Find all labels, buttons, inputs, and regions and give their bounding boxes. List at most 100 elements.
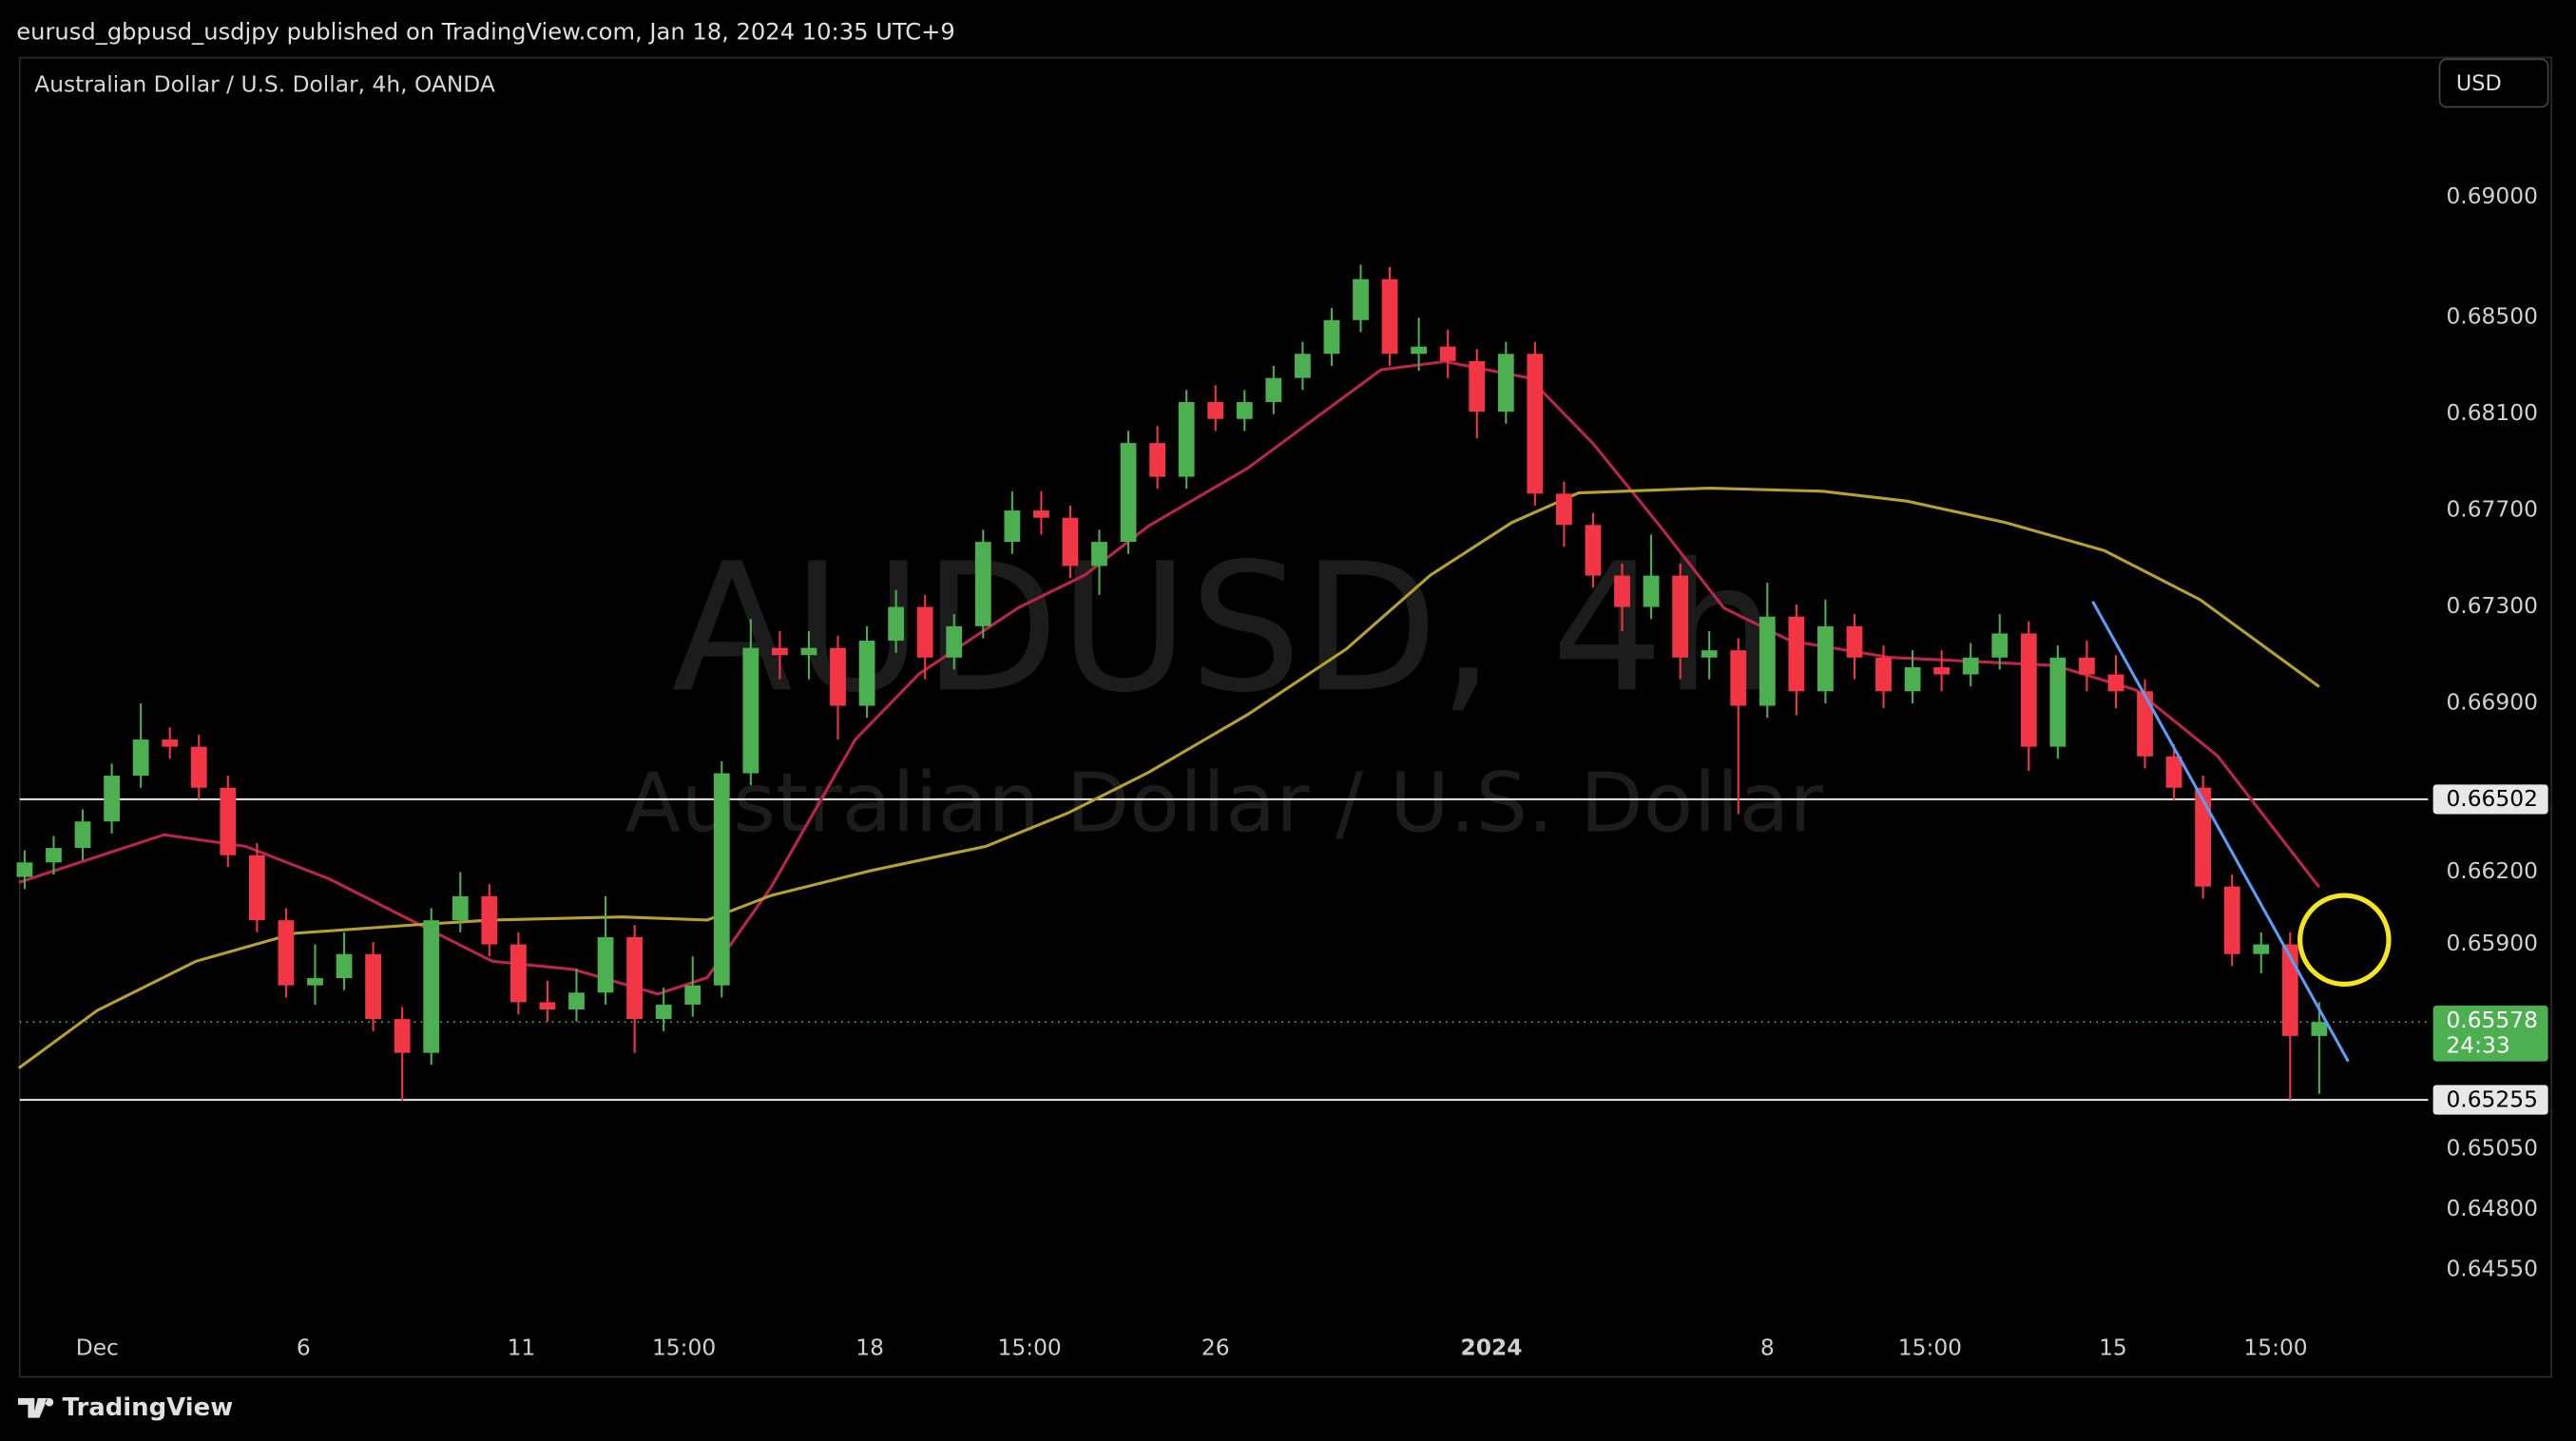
candle-body (1875, 657, 1892, 692)
candle-body (1207, 401, 1224, 419)
y-tick-label: 0.65050 (2446, 1135, 2537, 1162)
candle-body (1062, 517, 1079, 567)
candle-body (946, 625, 963, 658)
candle-body (1846, 625, 1863, 658)
candle-body (2165, 756, 2182, 788)
level-label-box (2432, 1085, 2548, 1115)
candle-body (539, 1002, 556, 1010)
candle-body (1672, 575, 1689, 658)
candle-body (1701, 650, 1718, 658)
candle-body (858, 641, 875, 706)
candle-body (2223, 886, 2240, 954)
candle-body (1962, 657, 1979, 675)
level-label-box (2432, 784, 2548, 815)
candle-body (830, 647, 846, 706)
header: eurusd_gbpusd_usdjpy published on Tradin… (16, 19, 955, 46)
candle-body (1178, 401, 1195, 477)
candle-body (916, 606, 933, 658)
candle-body (1091, 542, 1107, 567)
candle-body (2281, 944, 2298, 1036)
candle-body (1439, 346, 1456, 361)
candle-body (1614, 575, 1630, 607)
x-tick-label: 15 (2099, 1335, 2127, 1361)
candle-body (1120, 443, 1137, 543)
x-tick-label: 11 (508, 1335, 536, 1361)
symbol-title: Australian Dollar / U.S. Dollar, 4h, OAN… (34, 71, 495, 98)
countdown: 24:33 (2446, 1032, 2509, 1059)
candle-body (336, 953, 353, 979)
candle-body (423, 920, 440, 1053)
candle-body (888, 606, 905, 642)
candle-body (597, 936, 614, 993)
candle-body (278, 920, 295, 986)
candle-body (1236, 401, 1253, 419)
candle-body (1294, 354, 1311, 378)
candle-body (1933, 666, 1951, 675)
candle-body (2107, 674, 2124, 692)
candle-body (220, 787, 237, 855)
candle-body (1643, 575, 1660, 607)
y-tick-label: 0.66900 (2446, 688, 2537, 715)
candle-body (1353, 279, 1369, 320)
candle-body (1527, 354, 1544, 494)
candle-body (2253, 944, 2270, 954)
x-tick-label: 8 (1760, 1335, 1775, 1361)
moving-average (17, 486, 2320, 1069)
candle-body (1411, 346, 1428, 355)
currency-button[interactable] (2438, 58, 2549, 108)
candle-body (742, 647, 759, 774)
currency-label: USD (2456, 71, 2502, 96)
candle-body (1817, 625, 1834, 692)
y-tick-label: 0.68500 (2446, 303, 2537, 330)
trendline (2091, 600, 2350, 1063)
candle-body (46, 848, 62, 863)
candle-body (1759, 616, 1776, 706)
candle-body (800, 647, 817, 656)
candle-body (568, 992, 585, 1010)
candle-body (2311, 1022, 2328, 1036)
candle-body (16, 862, 33, 877)
y-tick-label: 0.66200 (2446, 857, 2537, 884)
candle-body (2195, 787, 2212, 887)
x-tick-label: 6 (297, 1335, 311, 1361)
y-tick-label: 0.67700 (2446, 496, 2537, 523)
y-tick-label: 0.67300 (2446, 592, 2537, 619)
level-label: 0.65255 (2446, 1086, 2537, 1112)
last-price-label: 0.65578 (2446, 1007, 2537, 1033)
candle-body (1904, 666, 1921, 692)
candle-body (248, 855, 265, 921)
candle-body (1032, 510, 1049, 518)
candle-body (1991, 633, 2009, 658)
x-tick-label: 15:00 (998, 1335, 1062, 1361)
candle-body (626, 936, 644, 1020)
candle-body (1585, 525, 1602, 576)
candle-body (2079, 657, 2095, 675)
candle-body (655, 1004, 672, 1020)
candle-body (509, 944, 527, 1003)
candle-body (713, 773, 730, 986)
candle-body (1381, 279, 1398, 355)
x-tick-label: 15:00 (1898, 1335, 1962, 1361)
candle-body (684, 985, 702, 1005)
candle-body (771, 647, 788, 656)
candle-body (1265, 377, 1282, 402)
y-tick-label: 0.68100 (2446, 399, 2537, 426)
candle-body (1497, 354, 1514, 413)
candle-body (394, 1019, 411, 1053)
candle-body (307, 978, 323, 986)
candle-body (365, 953, 382, 1020)
annotation-circle (2297, 893, 2392, 987)
footer-brand: TradingView (63, 1393, 234, 1422)
candle-body (2049, 657, 2067, 747)
candle-body (1469, 360, 1486, 413)
chart-panel (18, 56, 2552, 1378)
candle-body (481, 895, 498, 945)
candle-body (2020, 633, 2037, 747)
candle-body (1149, 443, 1166, 477)
candle-body (1323, 319, 1340, 355)
x-tick-label: Dec (76, 1335, 119, 1361)
tv-logo (18, 1397, 54, 1418)
last-price-box (2432, 1005, 2548, 1062)
candle-body (1004, 510, 1021, 543)
